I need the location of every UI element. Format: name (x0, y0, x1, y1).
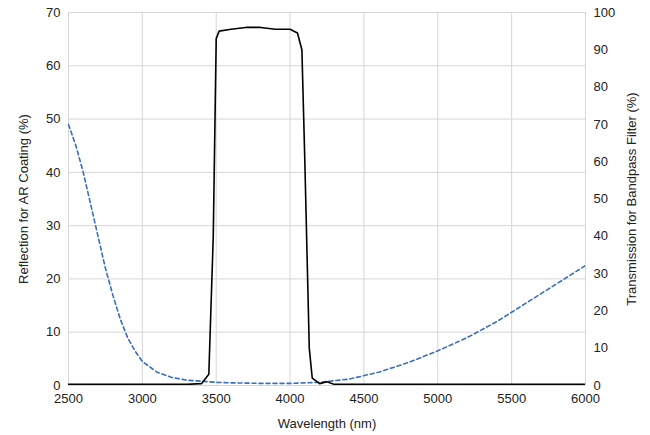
svg-text:Reflection for AR Coating (%): Reflection for AR Coating (%) (16, 114, 31, 284)
svg-text:6000: 6000 (571, 391, 600, 406)
svg-text:40: 40 (594, 228, 608, 243)
svg-text:70: 70 (594, 117, 608, 132)
svg-text:70: 70 (46, 5, 60, 20)
svg-text:10: 10 (594, 340, 608, 355)
svg-text:80: 80 (594, 79, 608, 94)
svg-text:3000: 3000 (128, 391, 157, 406)
svg-text:50: 50 (46, 111, 60, 126)
svg-text:30: 30 (46, 218, 60, 233)
svg-text:60: 60 (594, 154, 608, 169)
svg-text:30: 30 (594, 266, 608, 281)
svg-text:Wavelength (nm): Wavelength (nm) (278, 416, 377, 431)
svg-text:100: 100 (594, 5, 616, 20)
svg-text:Transmission for Bandpass Filt: Transmission for Bandpass Filter (%) (624, 92, 639, 305)
svg-text:5000: 5000 (423, 391, 452, 406)
svg-text:2500: 2500 (54, 391, 83, 406)
svg-text:90: 90 (594, 42, 608, 57)
svg-text:40: 40 (46, 165, 60, 180)
svg-text:3500: 3500 (202, 391, 231, 406)
svg-text:20: 20 (594, 303, 608, 318)
svg-text:4000: 4000 (276, 391, 305, 406)
svg-text:50: 50 (594, 191, 608, 206)
svg-text:20: 20 (46, 271, 60, 286)
svg-text:60: 60 (46, 58, 60, 73)
svg-text:0: 0 (53, 377, 61, 393)
svg-text:10: 10 (46, 324, 60, 339)
svg-text:0: 0 (594, 378, 601, 393)
svg-text:4500: 4500 (349, 391, 378, 406)
svg-text:5500: 5500 (497, 391, 526, 406)
